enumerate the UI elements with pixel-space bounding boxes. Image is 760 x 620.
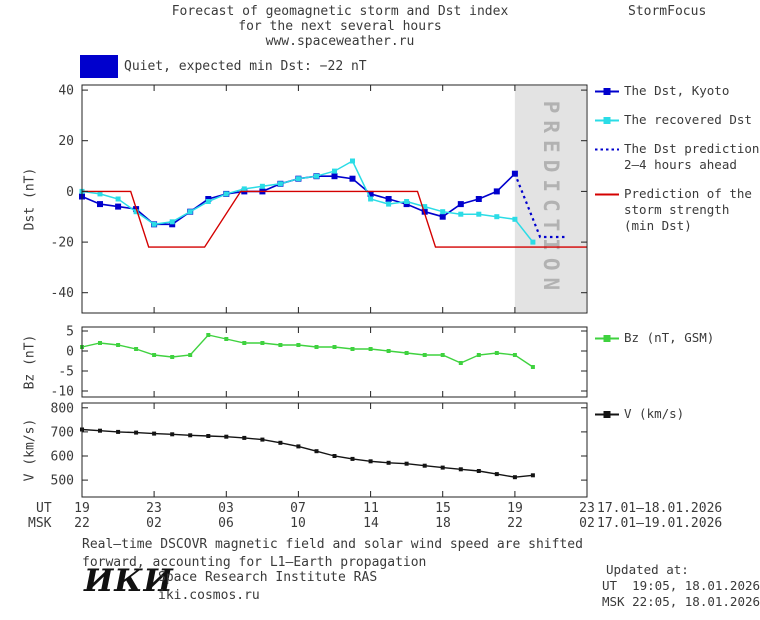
msk-tick-label: 22 — [74, 516, 90, 531]
legend-swatch — [595, 193, 619, 196]
series-v-km-s- — [80, 427, 535, 480]
series-the-dst-prediction-2-4-hours-ahead — [513, 173, 566, 239]
legend-label: V (km/s) — [624, 406, 685, 421]
legend-item: The recovered Dst — [595, 112, 760, 128]
legend-label: Prediction of the storm strength (min Dst) — [624, 186, 752, 233]
institute-url: iki.cosmos.ru — [158, 588, 260, 603]
legend-swatch — [595, 88, 619, 95]
updated-ut-time: UT 19:05, 18.01.2026 — [602, 578, 760, 593]
msk-tick-label: 18 — [435, 516, 451, 531]
legend-item: Bz (nT, GSM) — [595, 330, 760, 346]
legend-item: V (km/s) — [595, 406, 760, 422]
msk-tick-label: 22 — [507, 516, 523, 531]
msk-axis-label: MSK — [28, 516, 52, 531]
series-prediction-of-the-storm-strength-min-dst- — [82, 190, 587, 248]
y-tick-label: 40 — [58, 84, 74, 99]
ut-tick-label: 19 — [74, 501, 90, 516]
msk-tick-row: 22 02 06 10 14 18 22 02 — [0, 516, 760, 532]
legend-item: The Dst, Kyoto — [595, 83, 760, 99]
panel-frame — [81, 402, 588, 498]
bz-axis-label: Bz (nT) — [22, 334, 38, 390]
y-tick-label: 500 — [51, 474, 74, 489]
y-tick-label: 20 — [58, 134, 74, 149]
y-tick-label: 0 — [66, 345, 74, 360]
ut-tick-label: 03 — [218, 501, 234, 516]
msk-tick-label: 02 — [579, 516, 595, 531]
ut-tick-label: 11 — [363, 501, 379, 516]
legend-swatch — [595, 117, 619, 124]
y-tick-label: -5 — [58, 365, 74, 380]
footnote-line2: forward, accounting for L1–Earth propaga… — [82, 555, 427, 570]
v-axis-label: V (km/s) — [22, 418, 38, 482]
ut-tick-label: 23 — [146, 501, 162, 516]
title-block: Forecast of geomagnetic storm and Dst in… — [0, 4, 680, 49]
msk-date-range: 17.01–19.01.2026 — [597, 516, 723, 531]
panel-bz: 5 0 -5 -10 — [51, 325, 588, 400]
ut-axis-label: UT — [36, 501, 52, 516]
legend-label: Bz (nT, GSM) — [624, 330, 715, 345]
ut-date-range: 17.01–18.01.2026 — [597, 501, 723, 516]
panel-dst: PREDICTION 40 20 0 -20 -40 — [51, 84, 588, 314]
updated-msk-time: MSK 22:05, 18.01.2026 — [602, 594, 760, 609]
ut-tick-row: 19 23 03 07 11 15 19 23 — [0, 501, 760, 517]
series-bz-nt-gsm- — [80, 333, 535, 369]
dst-axis-label: Dst (nT) — [22, 167, 38, 231]
legend-item: Prediction of the storm strength (min Dst) — [595, 186, 760, 234]
y-tick-label: 5 — [66, 325, 74, 340]
status-text: Quiet, expected min Dst: −22 nT — [124, 59, 367, 74]
y-tick-label: 700 — [51, 425, 74, 440]
series-the-recovered-dst — [79, 158, 536, 245]
status-color-swatch — [80, 55, 118, 78]
ut-tick-label: 15 — [435, 501, 451, 516]
institute-name: Space Research Institute RAS — [158, 570, 378, 585]
ut-tick-label: 23 — [579, 501, 595, 516]
msk-tick-label: 10 — [290, 516, 306, 531]
ut-tick-label: 19 — [507, 501, 523, 516]
legend-item: The Dst prediction 2–4 hours ahead — [595, 141, 760, 173]
msk-tick-label: 06 — [218, 516, 234, 531]
v-legend: V (km/s) — [595, 406, 760, 435]
legend-swatch — [595, 335, 619, 342]
legend-label: The Dst, Kyoto — [624, 83, 730, 98]
page-subtitle: for the next several hours — [238, 19, 442, 34]
msk-tick-label: 02 — [146, 516, 162, 531]
panel-frame — [81, 84, 588, 314]
ut-tick-label: 07 — [290, 501, 306, 516]
site-url: www.spaceweather.ru — [265, 34, 415, 49]
prediction-watermark: PREDICTION — [539, 101, 563, 297]
legend-swatch — [595, 148, 619, 151]
legend-swatch — [595, 411, 619, 418]
bz-legend: Bz (nT, GSM) — [595, 330, 760, 359]
brand-label: StormFocus — [628, 4, 707, 19]
y-tick-label: 600 — [51, 450, 74, 465]
prediction-band — [514, 86, 586, 312]
iki-logo: ИКИ — [84, 563, 174, 599]
y-tick-label: -20 — [51, 236, 74, 251]
legend-label: The Dst prediction 2–4 hours ahead — [624, 141, 760, 172]
y-tick-label: -10 — [51, 385, 74, 400]
y-tick-label: -40 — [51, 286, 74, 301]
updated-label: Updated at: — [606, 562, 689, 577]
y-tick-label: 800 — [51, 401, 74, 416]
legend-label: The recovered Dst — [624, 112, 752, 127]
dst-legend: The Dst, Kyoto The recovered Dst The Dst p… — [595, 83, 760, 247]
msk-tick-label: 14 — [363, 516, 379, 531]
page-title: Forecast of geomagnetic storm and Dst in… — [171, 4, 509, 19]
footnote-line1: Real–time DSCOVR magnetic field and sola… — [82, 537, 583, 552]
panel-frame — [81, 326, 588, 398]
panel-v: 800 700 600 500 — [51, 401, 588, 498]
y-tick-label: 0 — [66, 185, 74, 200]
